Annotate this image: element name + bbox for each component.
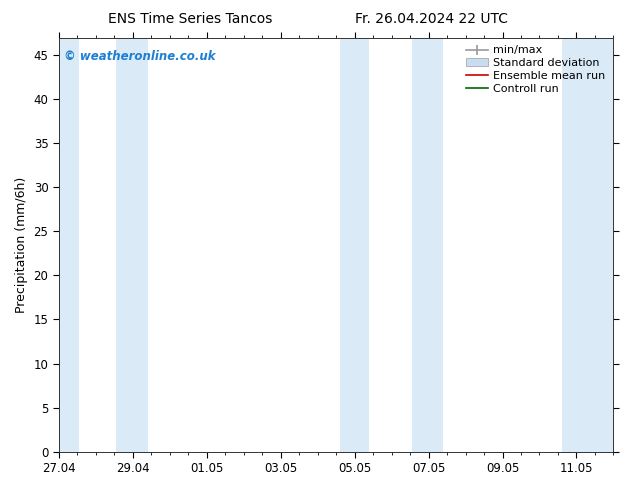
Bar xyxy=(412,38,443,452)
Y-axis label: Precipitation (mm/6h): Precipitation (mm/6h) xyxy=(15,176,28,313)
Bar xyxy=(59,38,79,452)
Bar xyxy=(340,38,370,452)
Text: ENS Time Series Tancos: ENS Time Series Tancos xyxy=(108,12,273,26)
Bar xyxy=(562,38,614,452)
Text: Fr. 26.04.2024 22 UTC: Fr. 26.04.2024 22 UTC xyxy=(354,12,508,26)
Bar xyxy=(116,38,148,452)
Legend: min/max, Standard deviation, Ensemble mean run, Controll run: min/max, Standard deviation, Ensemble me… xyxy=(463,43,608,96)
Text: © weatheronline.co.uk: © weatheronline.co.uk xyxy=(65,50,216,63)
